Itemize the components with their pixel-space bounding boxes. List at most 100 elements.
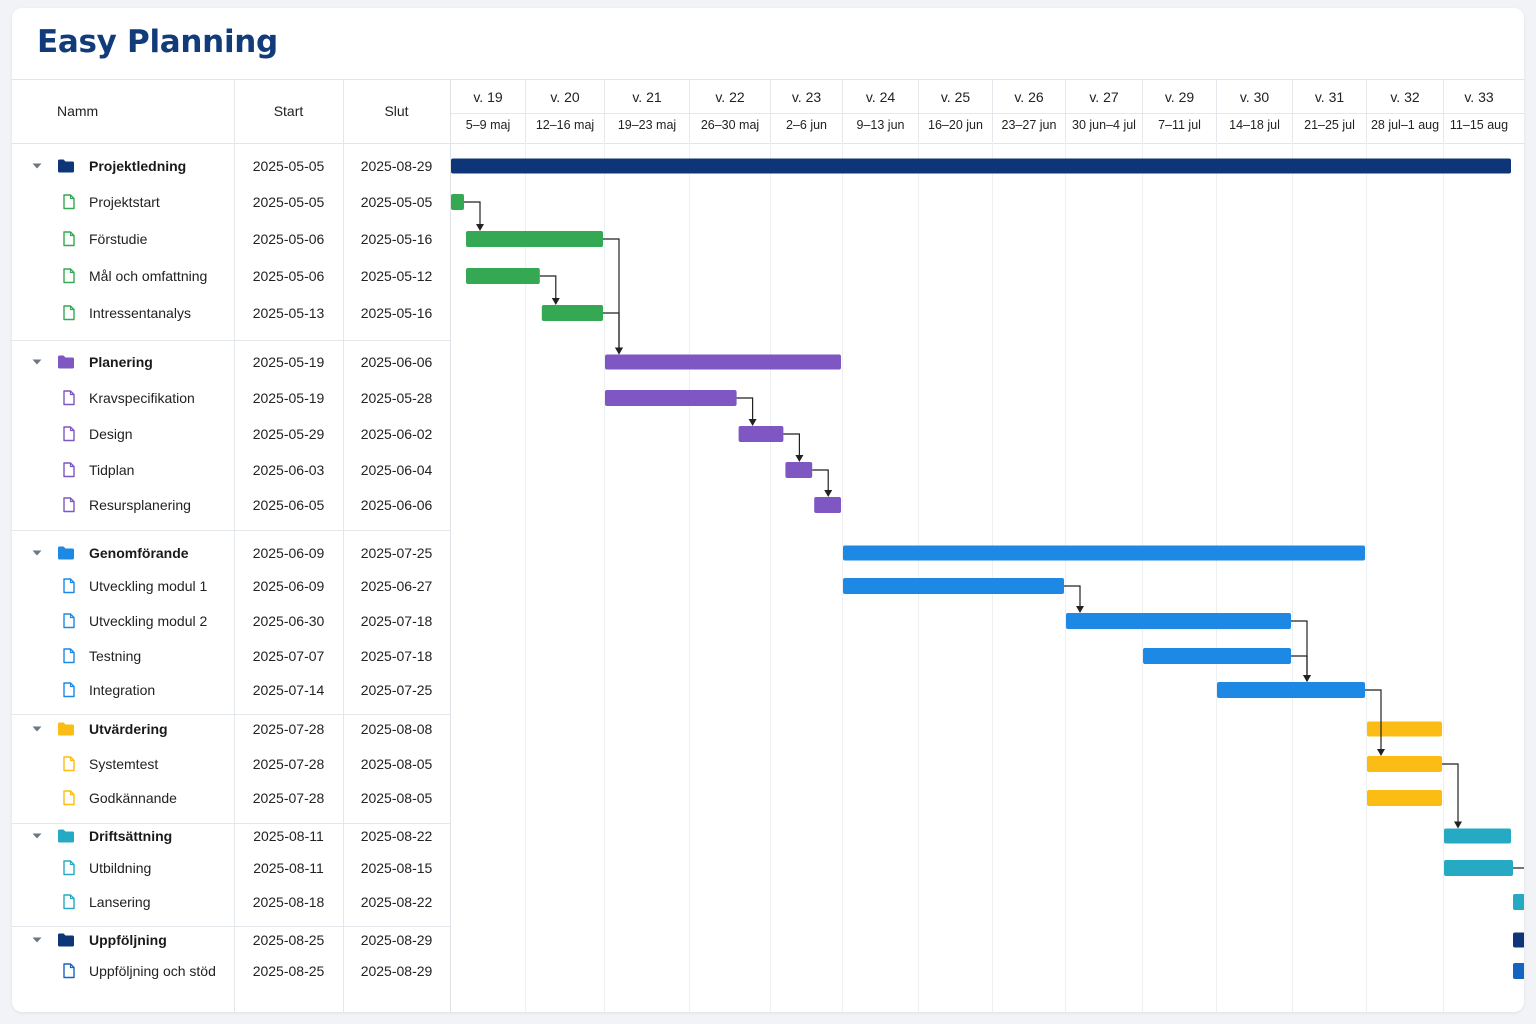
gantt-task-bar[interactable] (1367, 756, 1442, 772)
column-header-start[interactable]: Start (273, 103, 304, 119)
group-row[interactable]: Uppföljning 2025-08-25 2025-08-29 (12, 925, 450, 955)
document-icon (60, 756, 78, 772)
group-row[interactable]: Genomförande 2025-06-09 2025-07-25 (12, 538, 450, 568)
document-icon (60, 305, 78, 321)
week-column-header[interactable]: v. 24 9–13 jun (842, 80, 918, 143)
task-row[interactable]: Utveckling modul 1 2025-06-09 2025-06-27 (12, 571, 450, 601)
gantt-task-bar[interactable] (738, 426, 784, 442)
task-row[interactable]: Integration 2025-07-14 2025-07-25 (12, 675, 450, 705)
task-row[interactable]: Utbildning 2025-08-11 2025-08-15 (12, 853, 450, 883)
week-column-header[interactable]: v. 32 28 jul–1 aug (1366, 80, 1443, 143)
gantt-task-bar[interactable] (785, 462, 813, 478)
week-date-range: 14–18 jul (1229, 118, 1280, 132)
task-row[interactable]: Projektstart 2025-05-05 2025-05-05 (12, 187, 450, 217)
week-column-header[interactable]: v. 27 30 jun–4 jul (1065, 80, 1142, 143)
gantt-group-bar[interactable] (605, 354, 841, 370)
week-column-header[interactable]: v. 26 23–27 jun (992, 80, 1065, 143)
week-column-header[interactable]: v. 25 16–20 jun (918, 80, 992, 143)
week-label: v. 31 (1314, 89, 1345, 105)
task-row[interactable]: Godkännande 2025-07-28 2025-08-05 (12, 783, 450, 813)
task-row[interactable]: Systemtest 2025-07-28 2025-08-05 (12, 749, 450, 779)
week-label: v. 24 (865, 89, 896, 105)
task-row[interactable]: Intressentanalys 2025-05-13 2025-05-16 (12, 298, 450, 328)
task-row[interactable]: Utveckling modul 2 2025-06-30 2025-07-18 (12, 606, 450, 636)
task-row[interactable]: Design 2025-05-29 2025-06-02 (12, 419, 450, 449)
week-grid-line (992, 142, 993, 1012)
task-row[interactable]: Mål och omfattning 2025-05-06 2025-05-12 (12, 261, 450, 291)
collapse-caret-icon[interactable] (30, 546, 44, 560)
task-row[interactable]: Kravspecifikation 2025-05-19 2025-05-28 (12, 383, 450, 413)
task-name: Resursplanering (89, 497, 191, 513)
collapse-caret-icon[interactable] (30, 355, 44, 369)
group-row[interactable]: Utvärdering 2025-07-28 2025-08-08 (12, 714, 450, 744)
document-icon (60, 894, 78, 910)
gantt-task-bar[interactable] (814, 497, 841, 513)
gantt-task-bar[interactable] (541, 305, 603, 321)
folder-icon (57, 354, 75, 370)
collapse-caret-icon[interactable] (30, 933, 44, 947)
task-row[interactable]: Lansering 2025-08-18 2025-08-22 (12, 887, 450, 917)
week-label: v. 29 (1164, 89, 1195, 105)
task-name: Utveckling modul 2 (89, 613, 208, 629)
week-column-header[interactable]: v. 31 21–25 jul (1292, 80, 1366, 143)
document-icon (60, 682, 78, 698)
column-header-end[interactable]: Slut (384, 103, 409, 119)
task-name: Förstudie (89, 231, 148, 247)
task-end-date: 2025-05-16 (360, 305, 433, 321)
gantt-group-bar[interactable] (451, 158, 1511, 174)
collapse-caret-icon[interactable] (30, 159, 44, 173)
week-column-header[interactable]: v. 29 7–11 jul (1142, 80, 1216, 143)
week-label: v. 26 (1014, 89, 1044, 105)
week-column-header[interactable]: v. 33 11–15 aug (1443, 80, 1514, 143)
task-end-date: 2025-05-28 (360, 390, 433, 406)
task-row[interactable]: Resursplanering 2025-06-05 2025-06-06 (12, 490, 450, 520)
collapse-caret-icon[interactable] (30, 829, 44, 843)
document-icon (60, 790, 78, 806)
gantt-task-bar[interactable] (1444, 860, 1513, 876)
gantt-task-bar[interactable] (1513, 963, 1524, 979)
document-icon (60, 426, 78, 442)
week-column-header[interactable]: v. 21 19–23 maj (604, 80, 689, 143)
task-row[interactable]: Tidplan 2025-06-03 2025-06-04 (12, 455, 450, 485)
task-start-date: 2025-06-03 (252, 462, 325, 478)
task-row[interactable]: Förstudie 2025-05-06 2025-05-16 (12, 224, 450, 254)
task-start-date: 2025-05-06 (252, 268, 325, 284)
gantt-task-bar[interactable] (466, 231, 603, 247)
gantt-task-bar[interactable] (1513, 894, 1524, 910)
task-end-date: 2025-05-12 (360, 268, 433, 284)
gantt-group-bar[interactable] (1367, 721, 1442, 737)
task-row[interactable]: Testning 2025-07-07 2025-07-18 (12, 641, 450, 671)
week-column-header[interactable]: v. 22 26–30 maj (689, 80, 770, 143)
folder-icon (57, 932, 75, 948)
column-header-name[interactable]: Namm (57, 103, 99, 119)
gantt-task-bar[interactable] (605, 390, 737, 406)
collapse-caret-icon[interactable] (30, 722, 44, 736)
gantt-task-bar[interactable] (1143, 648, 1291, 664)
gantt-task-bar[interactable] (1066, 613, 1291, 629)
gantt-task-bar[interactable] (843, 578, 1064, 594)
gantt-group-bar[interactable] (1513, 932, 1524, 948)
task-row[interactable]: Uppföljning och stöd 2025-08-25 2025-08-29 (12, 956, 450, 986)
dependency-arrow (1442, 763, 1462, 829)
gantt-group-bar[interactable] (843, 545, 1365, 561)
week-column-header[interactable]: v. 20 12–16 maj (525, 80, 604, 143)
task-name: Systemtest (89, 756, 159, 772)
gantt-task-bar[interactable] (451, 194, 464, 210)
gantt-task-bar[interactable] (1367, 790, 1442, 806)
gantt-group-bar[interactable] (1444, 828, 1511, 844)
dependency-arrow (1291, 620, 1311, 682)
group-row[interactable]: Projektledning 2025-05-05 2025-08-29 (12, 151, 450, 181)
week-column-header[interactable]: v. 30 14–18 jul (1216, 80, 1292, 143)
group-row[interactable]: Planering 2025-05-19 2025-06-06 (12, 347, 450, 377)
group-start-date: 2025-05-05 (252, 158, 325, 174)
group-start-date: 2025-06-09 (252, 545, 325, 561)
task-name: Lansering (89, 894, 151, 910)
week-label: v. 23 (791, 89, 822, 105)
group-row[interactable]: Driftsättning 2025-08-11 2025-08-22 (12, 821, 450, 851)
week-column-header[interactable]: v. 23 2–6 jun (770, 80, 842, 143)
gantt-task-bar[interactable] (466, 268, 540, 284)
gantt-task-bar[interactable] (1217, 682, 1365, 698)
task-name: Testning (89, 648, 142, 664)
week-grid-line (689, 142, 690, 1012)
week-column-header[interactable]: v. 19 5–9 maj (450, 80, 525, 143)
